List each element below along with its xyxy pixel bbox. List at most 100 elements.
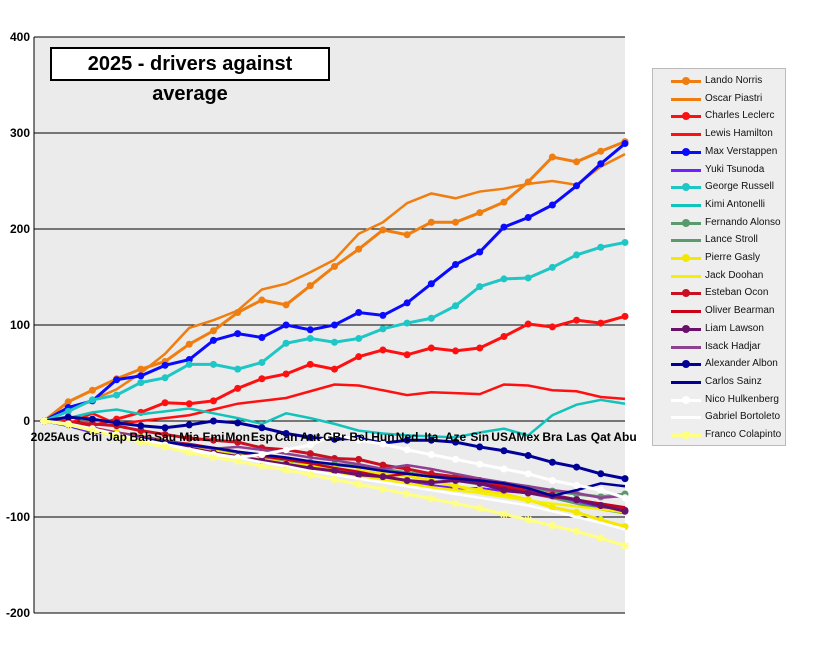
data-point [331,338,338,346]
legend-label: Lance Stroll [705,234,758,246]
data-point [185,356,193,364]
data-point [234,330,242,338]
data-point [306,334,314,342]
data-point [282,429,290,437]
data-point [621,507,629,515]
data-point [621,238,629,246]
legend-label: Pierre Gasly [705,252,761,263]
x-tick-label: Abu [613,430,636,444]
y-tick-label: -200 [6,606,30,620]
data-point [209,453,218,462]
data-point [403,319,411,327]
data-point [500,223,508,231]
data-point [451,499,460,508]
data-point [306,282,314,290]
data-point [573,182,581,190]
data-point [573,158,581,166]
x-tick-label: Hun [371,430,394,444]
legend-label: Charles Leclerc [705,110,775,122]
series-george-russell [40,238,629,425]
series-franco-colapinto [40,417,629,550]
legend: Lando Norris Oscar Piastri Charles Leclerc… [652,68,786,446]
data-point [500,198,508,206]
legend-label: Oliver Bearman [705,305,775,317]
legend-label: Esteban Ocon [705,287,769,299]
data-point [64,398,72,406]
legend-item: Charles Leclerc [653,108,787,125]
legend-item: Lando Norris [653,73,787,90]
legend-label: Yuki Tsunoda [705,163,765,175]
legend-label: Gabriel Bortoleto [705,411,781,423]
series-line [43,383,626,426]
data-point [137,379,145,387]
data-point [282,339,290,347]
data-point [452,455,460,463]
legend-label: Lando Norris [705,75,763,86]
series-lewis-hamilton [43,383,626,426]
data-point [548,263,556,271]
data-point [379,311,387,319]
legend-swatch [671,345,701,349]
legend-marker [682,360,690,369]
data-point [452,347,460,355]
data-point [331,435,338,443]
legend-item: Fernando Alonso [653,215,787,232]
data-point [40,417,48,425]
data-point [476,248,484,256]
legend-swatch [671,168,701,172]
legend-marker [682,324,690,333]
data-point [282,370,290,378]
data-point [596,534,605,543]
data-point [282,446,290,454]
data-point [476,209,484,217]
data-point [621,140,629,148]
legend-item: Lewis Hamilton [653,126,787,143]
data-point [161,399,169,407]
legend-swatch [671,97,701,101]
data-point [209,327,217,335]
data-point [282,301,290,309]
data-point [403,477,411,485]
data-point [403,351,411,359]
y-tick-label: 0 [23,414,30,428]
x-tick-label: Ita [424,430,438,444]
data-point [573,463,581,471]
data-point [403,436,411,444]
data-point [476,443,484,451]
legend-item: Jack Doohan [653,268,787,285]
data-point [403,231,411,239]
legend-marker [682,289,690,298]
data-point [427,344,435,352]
data-point [452,302,460,310]
data-point [137,372,145,380]
data-point [185,448,194,457]
data-point [403,446,411,454]
data-point [379,440,387,448]
legend-marker [682,395,690,404]
data-point [597,243,605,251]
data-point [427,451,435,459]
data-point [475,504,484,513]
data-point [282,465,291,474]
data-point [452,261,460,269]
data-point [427,314,435,322]
data-point [621,312,629,320]
y-tick-label: 100 [10,318,30,332]
data-point [548,323,556,331]
data-point [355,436,363,444]
data-point [234,438,242,446]
x-tick-label: Emi [202,430,224,444]
data-point [573,496,581,504]
legend-item: Liam Lawson [653,321,787,338]
data-point [597,160,605,168]
data-point [573,316,581,324]
data-point [233,457,242,466]
legend-label: Kimi Antonelli [705,198,766,210]
legend-swatch [671,274,701,278]
data-point [185,421,193,429]
data-point [88,396,96,404]
legend-label: Lewis Hamilton [705,128,773,140]
legend-item: Gabriel Bortoleto [653,409,787,426]
x-tick-label: Aut [300,430,320,444]
data-point [161,374,169,382]
